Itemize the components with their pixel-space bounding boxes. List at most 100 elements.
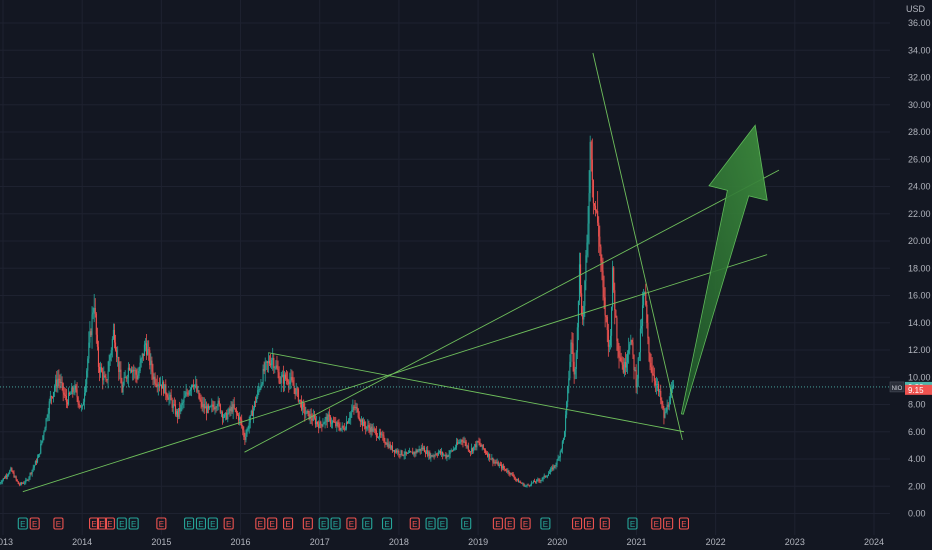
candle-body [40,443,42,454]
candle-body [81,405,83,407]
price-axis[interactable]: 36.00 34.00 32.00 30.00 28.00 26.00 24.00 22.00… [908,18,931,519]
candle-body [601,261,603,271]
forecast-arrow-layer[interactable] [680,124,768,415]
earnings-marker-box [318,517,329,530]
earnings-marker-label: E [630,520,635,529]
trendlines-layer[interactable] [22,52,780,493]
candle-body [636,378,638,388]
price-tick-label: 22.00 [908,209,931,219]
forecast-arrow[interactable] [680,124,768,415]
earnings-marker[interactable]: E [255,517,266,530]
earnings-marker[interactable]: E [29,517,40,530]
earnings-marker[interactable]: E [663,517,674,530]
earnings-marker[interactable]: E [302,517,313,530]
earnings-marker[interactable]: E [156,517,167,530]
earnings-marker-box [96,517,108,530]
earnings-marker[interactable]: E [267,517,278,530]
candle-body [304,407,306,415]
earnings-marker[interactable]: E [583,517,594,530]
candle-body [322,424,324,427]
candle-body [333,421,335,423]
trendline[interactable] [268,352,685,433]
candle-body [90,331,92,336]
earnings-marker[interactable]: E [425,517,436,530]
candle-body [451,450,453,452]
earnings-marker[interactable]: E [223,517,234,530]
candle-body [307,410,309,412]
candle-body [568,378,570,387]
earnings-marker[interactable]: E [504,517,515,530]
earnings-marker[interactable]: E [572,517,583,530]
earnings-marker[interactable]: E [437,517,448,530]
candle-body [315,421,318,425]
earnings-marker[interactable]: E [116,517,127,530]
price-tick-label: 0.00 [908,509,926,519]
candle-body [428,452,430,456]
candle-body [189,389,191,392]
earnings-marker[interactable]: E [207,517,218,530]
earnings-marker[interactable]: E [627,517,638,530]
candle-body [618,351,620,357]
candle-body [143,344,145,356]
candle-body [165,384,167,395]
earnings-marker[interactable]: E [651,517,662,530]
candle-body [136,374,138,380]
earnings-marker[interactable]: E [540,517,551,530]
candle-body [101,367,103,372]
earnings-marker-box [330,517,341,530]
earnings-marker[interactable]: E [678,517,690,530]
earnings-marker[interactable]: E [409,517,420,530]
time-tick-label: 2024 [864,537,884,547]
trendline[interactable] [592,52,683,441]
earnings-marker-box [583,517,594,530]
candle-body [128,367,131,370]
earnings-marker[interactable]: E [96,517,108,530]
earnings-marker[interactable]: E [599,517,610,530]
candle-body [36,457,39,463]
earnings-marker[interactable]: E [53,517,64,530]
earnings-marker[interactable]: E [330,517,341,530]
earnings-marker[interactable]: E [346,517,357,530]
candle-body [138,370,140,377]
earnings-marker[interactable]: E [89,517,100,530]
candle-body [274,367,276,369]
earnings-marker[interactable]: E [362,517,373,530]
earnings-marker[interactable]: E [184,517,195,530]
earnings-marker[interactable]: E [520,517,531,530]
earnings-marker[interactable]: E [381,517,393,530]
candle-body [437,452,439,455]
candle-body [0,483,1,484]
candle-body [368,425,370,428]
earnings-marker-box [381,517,393,530]
earnings-marker[interactable]: E [318,517,329,530]
candle-body [80,406,82,408]
candle-body [109,355,111,361]
earnings-marker[interactable]: E [195,517,207,530]
candle-body [546,475,548,477]
candle-body [62,383,64,393]
earnings-marker[interactable]: E [283,517,294,530]
earnings-marker-box [663,517,674,530]
candle-body [334,421,336,423]
trendline[interactable] [244,169,780,453]
candle-body [473,446,475,452]
earnings-marker[interactable]: E [461,517,472,530]
earnings-marker[interactable]: E [128,517,139,530]
candle-body [459,441,461,443]
candle-body [521,482,523,484]
candle-body [326,416,328,422]
earnings-marker[interactable]: E [17,517,28,530]
candle-body [199,398,201,401]
earnings-marker[interactable]: E [492,517,503,530]
candle-body [5,475,8,477]
candle-body [29,473,31,478]
candle-body [556,460,558,465]
time-axis[interactable]: 2013 2014 2015 2016 2017 2018 2019 2020 2021 2022… [0,537,884,547]
earnings-marker[interactable]: E [104,517,115,530]
candle-body [480,445,482,447]
candle-body [32,467,34,470]
candle-body [374,429,376,431]
candle-body [415,450,417,454]
